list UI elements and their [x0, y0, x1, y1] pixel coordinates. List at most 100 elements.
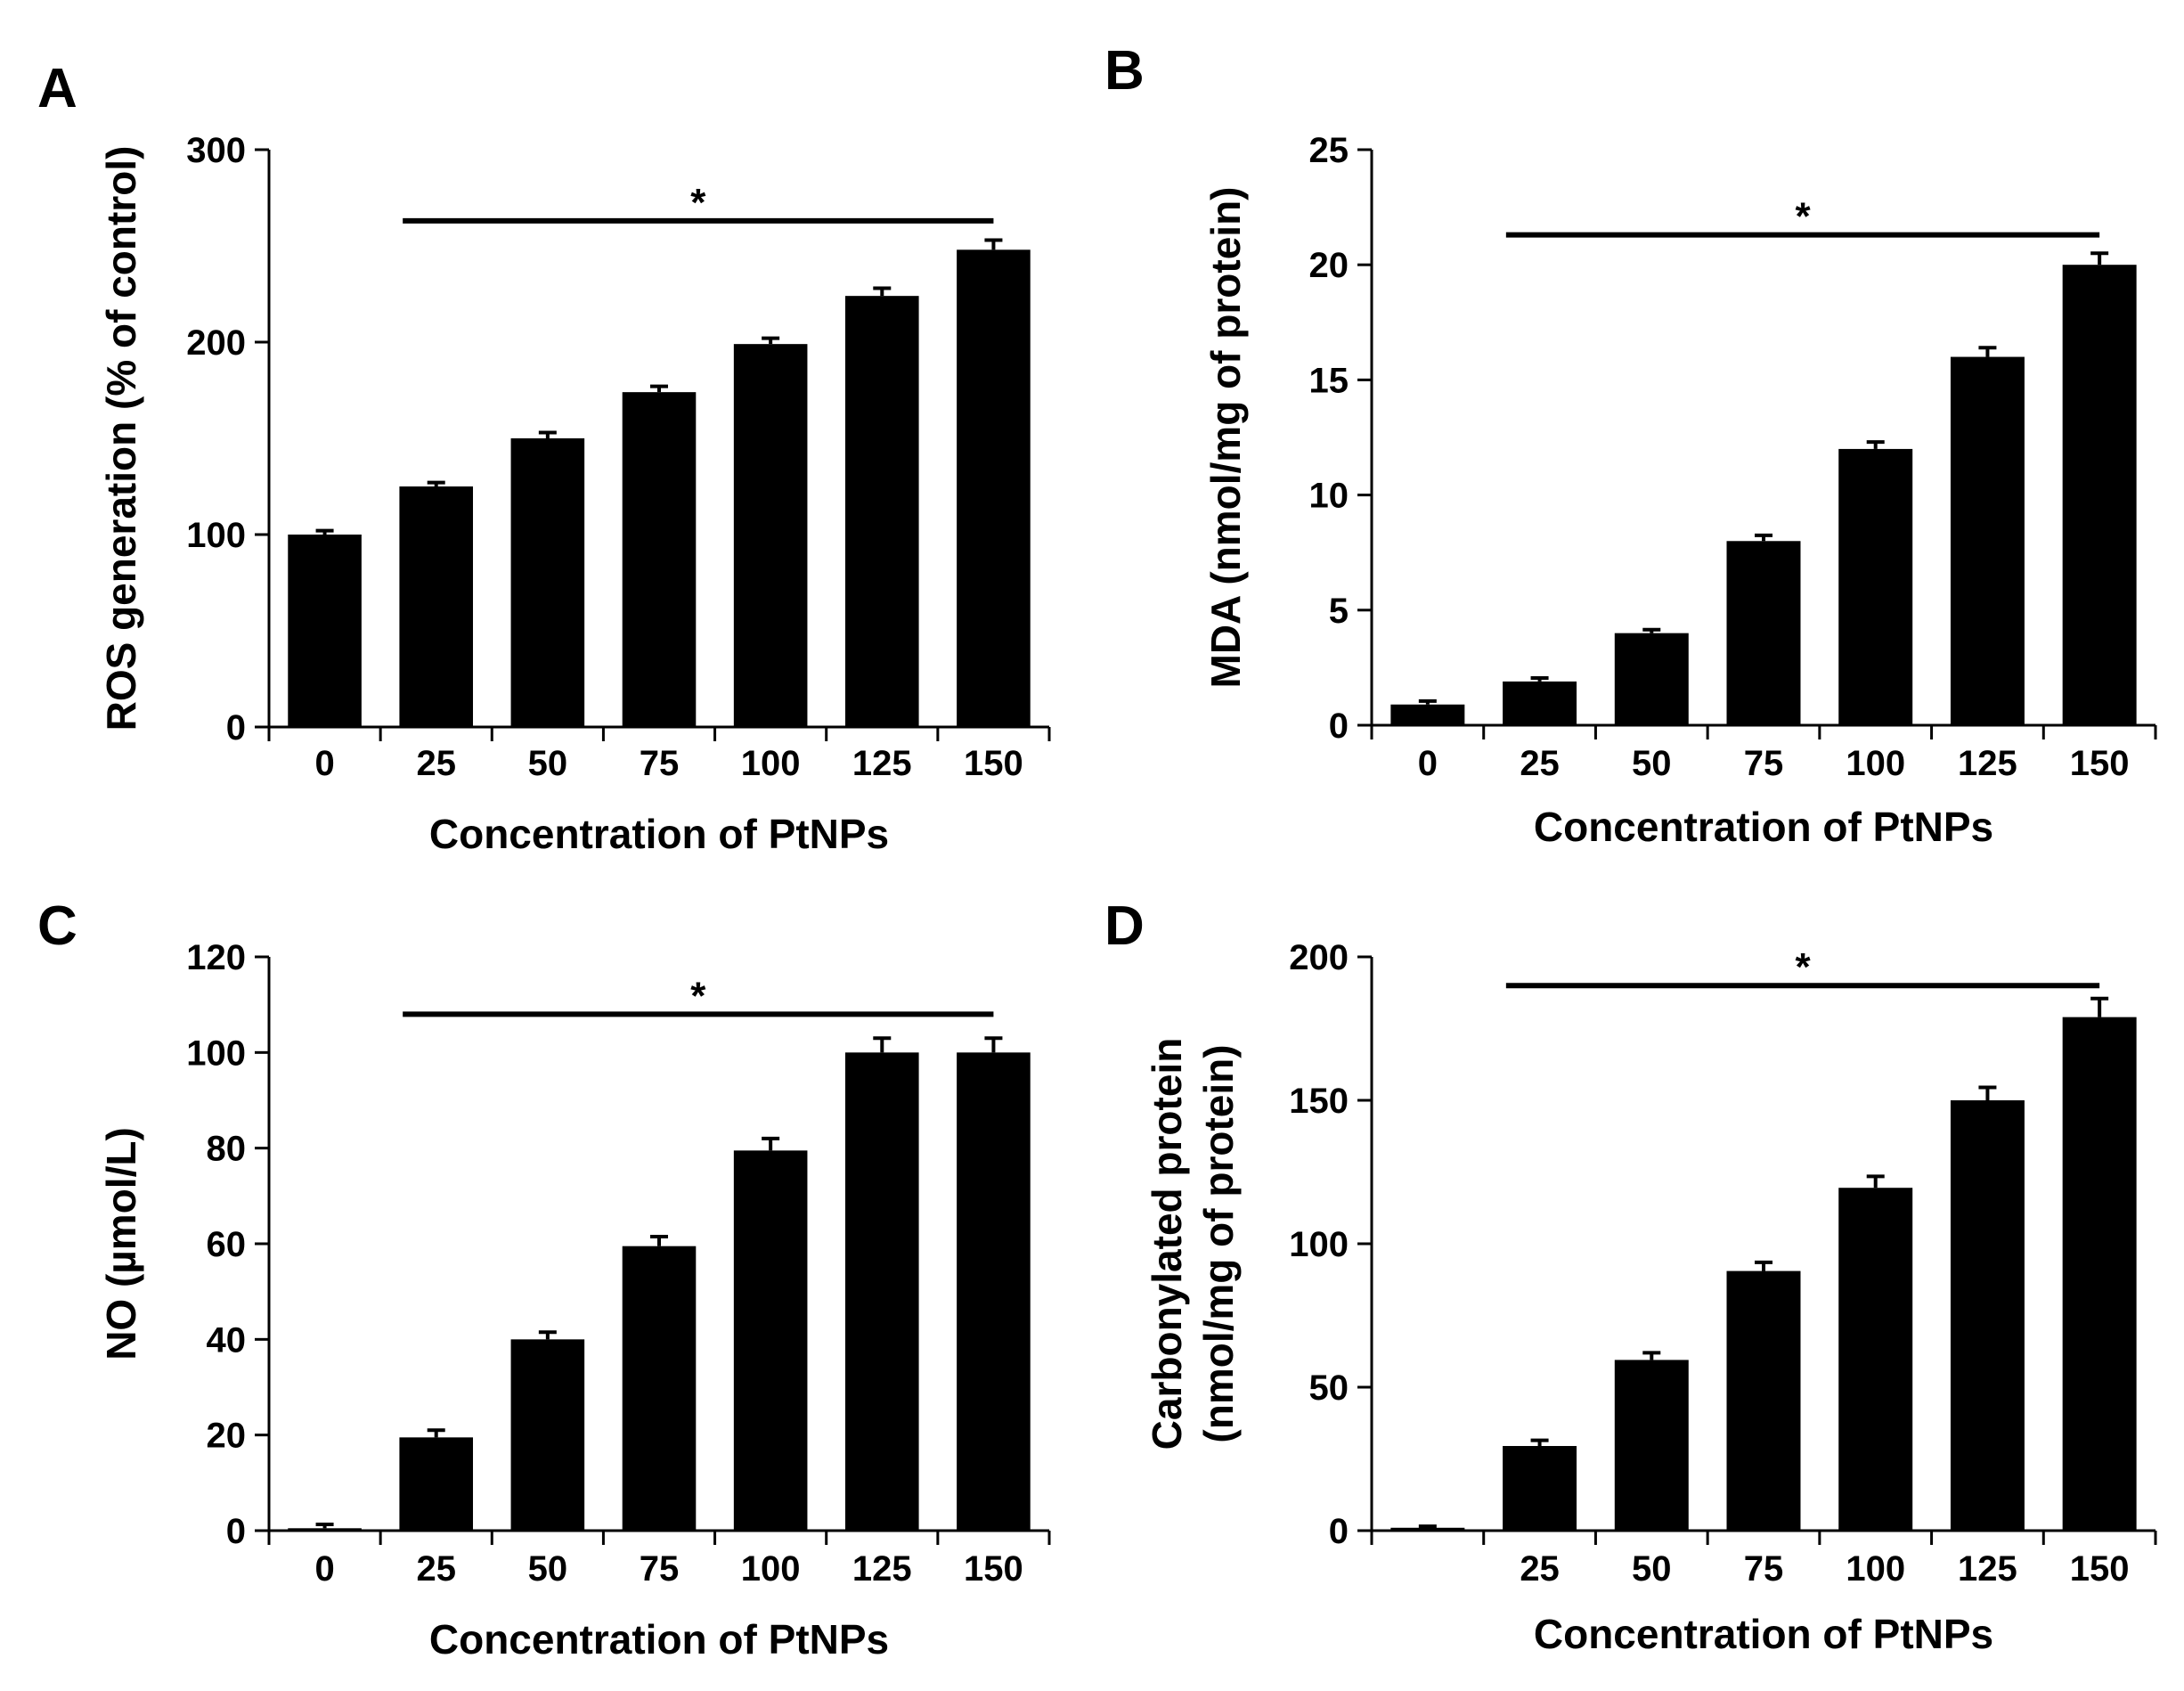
y-tick-label: 0	[226, 708, 246, 747]
x-tick-label: 75	[640, 744, 680, 783]
x-tick-label: 125	[852, 744, 912, 783]
y-tick-label: 100	[1289, 1225, 1349, 1264]
bar	[844, 1052, 919, 1531]
y-tick-label: 200	[186, 323, 246, 363]
x-tick-label: 150	[2070, 744, 2130, 783]
panel-a: A 0 100 200 300 0 25 50 75 100 125 150 * Concentrati…	[37, 58, 1051, 857]
bar	[2062, 1017, 2137, 1531]
x-tick-label: 25	[416, 744, 456, 783]
bar	[1726, 541, 1801, 725]
panel-letter-d: D	[1104, 895, 1145, 957]
panel-c: C 0 20 40 60 80 100 120 0 25 50 75 100 125 150 * Concen…	[37, 895, 1051, 1662]
bar	[288, 535, 362, 727]
x-axis-label: Concentration of PtNPs	[1534, 804, 1993, 850]
bar	[622, 392, 697, 727]
x-tick-label: 125	[1958, 744, 2017, 783]
x-tick-label: 50	[528, 744, 568, 783]
bar	[510, 1339, 585, 1531]
x-tick-label: 75	[1744, 1549, 1784, 1589]
y-tick-label: 60	[207, 1225, 247, 1264]
x-tick-label: 150	[964, 1549, 1023, 1589]
bar	[1503, 1446, 1577, 1531]
y-axis-label: MDA (nmol/mg of protein)	[1202, 187, 1249, 689]
x-tick-label: 150	[2070, 1549, 2130, 1589]
x-tick-label: 0	[314, 744, 334, 783]
bar	[288, 1528, 362, 1531]
x-tick-label: 25	[1520, 1549, 1560, 1589]
chart-b: 0 5 10 15 20 25 0 25 50 75 100 125 150 * Concentration…	[1202, 131, 2157, 850]
x-tick-label: 125	[852, 1549, 912, 1589]
y-tick-label: 5	[1329, 592, 1349, 631]
significance-star: *	[690, 974, 706, 1017]
y-tick-label: 10	[1309, 477, 1349, 516]
bar	[1726, 1270, 1801, 1531]
y-tick-label: 100	[186, 1033, 246, 1073]
bar	[2062, 265, 2137, 725]
bar	[844, 296, 919, 727]
bar	[733, 1150, 808, 1531]
y-tick-label: 0	[1329, 707, 1349, 746]
panel-d: D 0 50 100 150 200 25 50 75 100 125 150 * Concentrat…	[1104, 895, 2157, 1657]
y-tick-label: 80	[207, 1130, 247, 1169]
x-tick-label: 0	[1418, 744, 1438, 783]
y-tick-label: 100	[186, 516, 246, 555]
significance-star: *	[690, 181, 706, 225]
x-axis-label: Concentration of PtNPs	[1534, 1611, 1993, 1657]
y-tick-label: 0	[226, 1512, 246, 1551]
chart-a: 0 100 200 300 0 25 50 75 100 125 150 * Concentration…	[98, 131, 1051, 857]
bar	[1390, 1527, 1465, 1531]
panel-b: B 0 5 10 15 20 25 0 25 50 75 100 125 150 * Concentrati…	[1104, 40, 2157, 850]
y-axis-label: Carbonylated protein	[1144, 1038, 1190, 1450]
x-tick-label: 100	[741, 1549, 801, 1589]
x-tick-label: 50	[1632, 744, 1672, 783]
bar	[399, 486, 474, 727]
y-tick-label: 120	[186, 938, 246, 977]
x-axis-label: Concentration of PtNPs	[429, 811, 889, 857]
y-tick-label: 200	[1289, 938, 1349, 977]
y-tick-label: 15	[1309, 361, 1349, 400]
bar	[1950, 1100, 2025, 1531]
x-tick-label: 0	[314, 1549, 334, 1589]
bar	[1503, 681, 1577, 725]
bar	[1838, 1188, 1913, 1531]
x-tick-label: 150	[964, 744, 1023, 783]
panel-letter-c: C	[37, 895, 77, 957]
x-tick-label: 125	[1958, 1549, 2017, 1589]
x-axis-label: Concentration of PtNPs	[429, 1616, 889, 1662]
x-tick-label: 75	[1744, 744, 1784, 783]
x-tick-label: 25	[1520, 744, 1560, 783]
panel-letter-b: B	[1104, 40, 1145, 102]
y-tick-label: 300	[186, 131, 246, 170]
y-tick-label: 25	[1309, 131, 1349, 170]
significance-star: *	[1795, 945, 1811, 989]
y-tick-label: 150	[1289, 1082, 1349, 1121]
y-axis-label: (nmol/mg of protein)	[1195, 1044, 1242, 1442]
panel-letter-a: A	[37, 58, 77, 119]
bar	[957, 1052, 1031, 1531]
chart-d: 0 50 100 150 200 25 50 75 100 125 150 * Concentratio…	[1144, 938, 2157, 1657]
y-tick-label: 40	[207, 1320, 247, 1360]
y-axis-label: NO (µmol/L)	[98, 1127, 144, 1360]
bar	[1614, 633, 1689, 725]
x-tick-label: 25	[416, 1549, 456, 1589]
x-tick-label: 100	[1846, 1549, 1905, 1589]
chart-c: 0 20 40 60 80 100 120 0 25 50 75 100 125 150 * Concentr…	[98, 938, 1051, 1662]
x-tick-label: 100	[1846, 744, 1905, 783]
bar	[957, 249, 1031, 727]
x-tick-label: 75	[640, 1549, 680, 1589]
y-tick-label: 20	[207, 1417, 247, 1456]
bar	[622, 1246, 697, 1531]
bar	[510, 438, 585, 727]
y-tick-label: 50	[1309, 1368, 1349, 1408]
bar	[1614, 1360, 1689, 1531]
bar	[399, 1437, 474, 1531]
bar	[1838, 448, 1913, 725]
bar	[733, 344, 808, 727]
bar	[1390, 704, 1465, 725]
x-tick-label: 50	[528, 1549, 568, 1589]
y-tick-label: 20	[1309, 246, 1349, 285]
significance-star: *	[1795, 195, 1811, 239]
y-tick-label: 0	[1329, 1512, 1349, 1551]
y-axis-label: ROS generation (% of control)	[98, 146, 144, 731]
